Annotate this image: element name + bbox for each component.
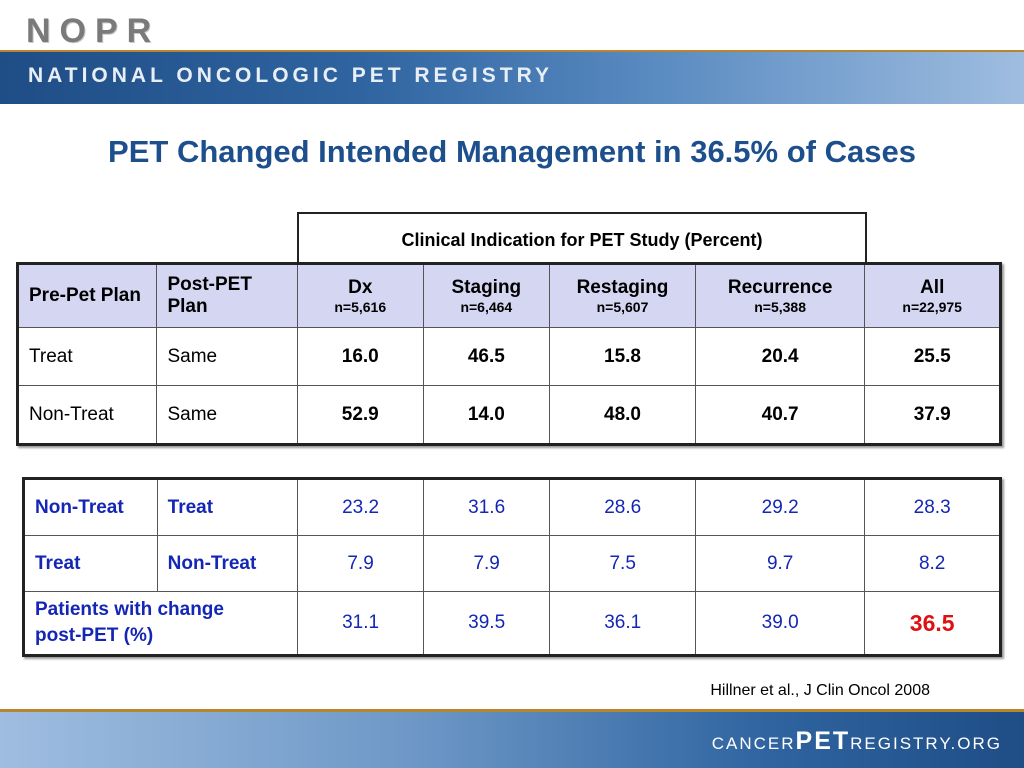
cell-value: 36.1 <box>549 591 696 656</box>
cell-value: 46.5 <box>422 327 551 386</box>
col-name: All <box>920 277 945 298</box>
cell-value: 29.2 <box>694 478 866 536</box>
table-header-row: Pre-Pet Plan Post-PET Plan Dx n=5,616 St… <box>16 263 1001 328</box>
cell-value: 39.5 <box>422 591 551 656</box>
footer-url-post: registry.org <box>850 734 1002 753</box>
table-row: Non-Treat Same 52.9 14.0 48.0 40.7 37.9 <box>16 385 1001 445</box>
cell-value: 20.4 <box>694 327 866 386</box>
footer-url-pre: cancer <box>711 734 796 753</box>
col-header-dx: Dx n=5,616 <box>296 263 424 328</box>
summary-row: Patients with change post-PET (%) 31.1 3… <box>22 591 1001 656</box>
cell-value: 39.0 <box>694 591 866 656</box>
col-name: Dx <box>348 277 373 298</box>
cell-post: Same <box>156 327 298 386</box>
cell-value: 9.7 <box>694 535 866 592</box>
cell-pre: Non-Treat <box>16 385 158 445</box>
cell-pre: Non-Treat <box>23 478 158 536</box>
col-header-pre-pet: Pre-Pet Plan <box>16 263 158 328</box>
footer-url: cancerPETregistry.org <box>712 727 1002 756</box>
cell-value: 7.9 <box>297 535 424 592</box>
col-name: Recurrence <box>727 277 833 298</box>
highlight-total: 36.5 <box>864 591 1001 656</box>
cell-value: 37.9 <box>864 385 1001 445</box>
banner-title: NATIONAL ONCOLOGIC PET REGISTRY <box>28 64 553 87</box>
summary-label: Patients with change post-PET (%) <box>22 591 299 656</box>
col-header-restaging: Restaging n=5,607 <box>549 263 696 328</box>
col-name: Staging <box>451 277 522 298</box>
col-header-post-pet: Post-PET Plan <box>156 263 298 328</box>
col-header-staging: Staging n=6,464 <box>422 263 551 328</box>
col-n: n=5,388 <box>754 299 806 315</box>
cell-value: 8.2 <box>864 535 1001 592</box>
management-table-change: Non-Treat Treat 23.2 31.6 28.6 29.2 28.3… <box>22 477 1002 657</box>
clinical-indication-header: Clinical Indication for PET Study (Perce… <box>297 212 867 262</box>
col-header-recurrence: Recurrence n=5,388 <box>694 263 866 328</box>
cell-value: 28.3 <box>864 478 1001 536</box>
cell-value: 14.0 <box>422 385 551 445</box>
table-row: Non-Treat Treat 23.2 31.6 28.6 29.2 28.3 <box>23 478 1001 536</box>
cell-value: 48.0 <box>549 385 696 445</box>
nopr-logo: NOPR <box>26 12 161 50</box>
cell-value: 52.9 <box>296 385 424 445</box>
cell-value: 31.6 <box>422 478 551 536</box>
footer-url-mid: PET <box>795 727 851 755</box>
table-row: Treat Same 16.0 46.5 15.8 20.4 25.5 <box>16 327 1001 386</box>
cell-value: 31.1 <box>297 591 424 656</box>
col-name: Restaging <box>576 277 669 298</box>
col-n: n=5,607 <box>596 299 649 315</box>
col-n: n=5,616 <box>334 299 387 315</box>
cell-value: 28.6 <box>549 478 696 536</box>
cell-value: 7.5 <box>549 535 696 592</box>
header-banner <box>0 52 1024 104</box>
footer-banner <box>0 712 1024 768</box>
cell-value: 16.0 <box>296 327 424 386</box>
col-header-all: All n=22,975 <box>864 263 1001 328</box>
slide-title: PET Changed Intended Management in 36.5%… <box>108 134 916 169</box>
cell-post: Same <box>156 385 298 445</box>
cell-value: 40.7 <box>694 385 866 445</box>
cell-post: Non-Treat <box>156 535 299 592</box>
footer-accent-line <box>0 709 1024 713</box>
cell-value: 7.9 <box>422 535 551 592</box>
cell-pre: Treat <box>16 327 158 386</box>
cell-post: Treat <box>156 478 299 536</box>
col-n: n=22,975 <box>902 299 962 315</box>
table-row: Treat Non-Treat 7.9 7.9 7.5 9.7 8.2 <box>23 535 1001 592</box>
cell-value: 23.2 <box>297 478 424 536</box>
management-table-same: Pre-Pet Plan Post-PET Plan Dx n=5,616 St… <box>16 262 1002 446</box>
citation: Hillner et al., J Clin Oncol 2008 <box>710 682 930 699</box>
cell-value: 25.5 <box>864 327 1001 386</box>
banner-accent-line <box>0 50 1024 53</box>
col-n: n=6,464 <box>460 299 513 315</box>
cell-value: 15.8 <box>549 327 696 386</box>
cell-pre: Treat <box>23 535 158 592</box>
